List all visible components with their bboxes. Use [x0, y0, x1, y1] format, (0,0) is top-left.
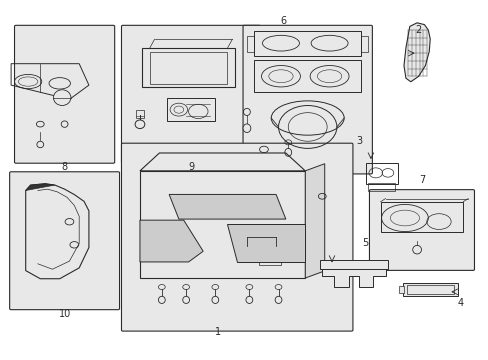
- FancyBboxPatch shape: [369, 190, 473, 270]
- Bar: [366, 163, 397, 184]
- Ellipse shape: [211, 296, 218, 303]
- Ellipse shape: [158, 296, 165, 303]
- Text: 10: 10: [59, 309, 71, 319]
- Bar: [259, 258, 281, 265]
- Bar: [142, 48, 234, 87]
- Polygon shape: [140, 171, 305, 278]
- Ellipse shape: [53, 90, 71, 105]
- Ellipse shape: [135, 120, 144, 129]
- Text: 9: 9: [187, 162, 194, 172]
- Text: 5: 5: [361, 238, 367, 248]
- Ellipse shape: [243, 124, 250, 132]
- FancyBboxPatch shape: [243, 25, 372, 174]
- Bar: [407, 285, 453, 294]
- Bar: [246, 36, 254, 52]
- Bar: [254, 60, 361, 92]
- Bar: [380, 202, 462, 231]
- Polygon shape: [227, 224, 305, 262]
- FancyBboxPatch shape: [10, 172, 119, 310]
- Bar: [361, 36, 368, 52]
- Polygon shape: [140, 220, 203, 262]
- Ellipse shape: [245, 296, 252, 303]
- Text: 2: 2: [415, 25, 421, 35]
- Bar: [149, 52, 227, 84]
- Polygon shape: [140, 153, 305, 171]
- Text: 8: 8: [61, 162, 67, 172]
- Bar: [166, 98, 215, 121]
- Polygon shape: [305, 164, 324, 278]
- FancyBboxPatch shape: [15, 25, 115, 163]
- Text: 6: 6: [280, 16, 286, 26]
- Text: 3: 3: [355, 136, 362, 146]
- Polygon shape: [169, 194, 285, 219]
- Polygon shape: [403, 23, 429, 82]
- Bar: [136, 110, 143, 118]
- Text: 4: 4: [457, 298, 463, 308]
- FancyBboxPatch shape: [121, 25, 260, 163]
- Bar: [398, 286, 404, 293]
- Ellipse shape: [183, 296, 189, 303]
- Text: 7: 7: [418, 175, 424, 185]
- Bar: [319, 260, 387, 269]
- Bar: [254, 31, 361, 56]
- Polygon shape: [26, 184, 55, 190]
- Text: 1: 1: [214, 327, 221, 337]
- Ellipse shape: [275, 296, 282, 303]
- Bar: [402, 283, 458, 296]
- FancyBboxPatch shape: [121, 143, 352, 331]
- Polygon shape: [322, 267, 385, 287]
- Bar: [368, 183, 394, 191]
